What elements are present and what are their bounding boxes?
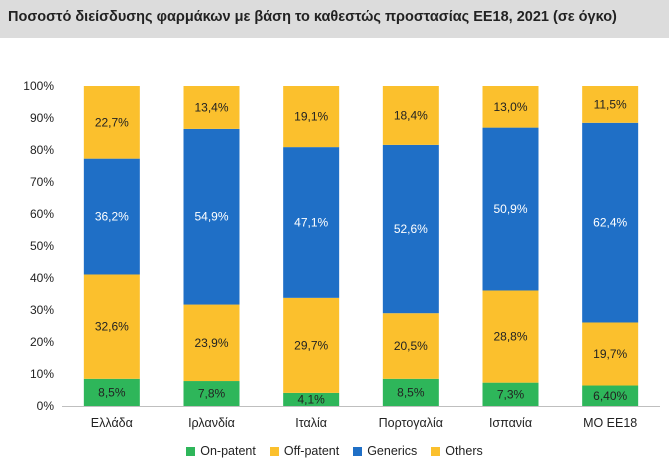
y-tick-label: 70% [30, 175, 54, 189]
data-label: 4,1% [297, 392, 325, 406]
data-label: 23,9% [194, 336, 228, 350]
data-label: 8,5% [397, 385, 425, 399]
legend-label-others: Others [445, 444, 483, 458]
bar-segment-off-patent [382, 313, 439, 379]
data-label: 20,5% [394, 339, 428, 353]
bar-segment-others [482, 86, 539, 128]
data-label: 19,7% [593, 347, 627, 361]
bar-segment-others [582, 86, 639, 123]
data-label: 54,9% [194, 210, 228, 224]
data-label: 28,8% [493, 330, 527, 344]
legend-label-generics: Generics [367, 444, 418, 458]
x-tick-label: Ιταλία [295, 416, 327, 430]
y-tick-label: 60% [30, 207, 54, 221]
bar-segment-generics [482, 127, 539, 291]
y-tick-label: 50% [30, 239, 54, 253]
stacked-bar-chart: 0% 10% 20% 30% 40% 50% 60% 70% 80% 90% 100% 8,5% 32,… [23, 79, 660, 430]
data-label: 6,40% [593, 389, 627, 403]
legend-item-on-patent: On-patent [186, 444, 256, 458]
legend-swatch-off-patent [269, 446, 279, 456]
legend-item-generics: Generics [353, 444, 417, 458]
bar-segment-on-patent [382, 378, 439, 406]
bar-segment-off-patent [582, 322, 639, 386]
bar-segment-others [382, 86, 439, 145]
data-label: 13,0% [493, 100, 527, 114]
data-label: 11,5% [594, 97, 627, 111]
y-tick-label: 30% [30, 303, 54, 317]
legend-item-others: Others [431, 444, 483, 458]
x-tick-label: Ισπανία [489, 416, 532, 430]
bar-segment-on-patent [83, 378, 140, 406]
data-label: 52,6% [394, 222, 428, 236]
bar-segment-off-patent [283, 297, 340, 393]
x-tick-label: Ιρλανδία [188, 416, 235, 430]
data-label: 36,2% [95, 210, 129, 224]
data-label: 29,7% [294, 338, 328, 352]
bar-segment-others [283, 86, 340, 148]
y-tick-label: 100% [23, 79, 54, 93]
data-label: 13,4% [194, 100, 228, 114]
data-label: 7,3% [497, 387, 525, 401]
y-tick-label: 40% [30, 271, 54, 285]
bar-segment-off-patent [183, 304, 240, 382]
data-label: 50,9% [493, 202, 527, 216]
x-tick-label: Ελλάδα [91, 416, 133, 430]
bar-segment-others [183, 86, 240, 129]
bar-segment-off-patent [83, 274, 140, 379]
y-tick-label: 10% [30, 367, 54, 381]
title-bar: Ποσοστό διείσδυσης φαρμάκων με βάση το κ… [0, 0, 669, 38]
data-label: 18,4% [394, 108, 428, 122]
bar-segment-on-patent [582, 385, 639, 406]
bar-segment-generics [382, 144, 439, 314]
y-tick-label: 0% [37, 399, 55, 413]
y-tick-label: 90% [30, 111, 54, 125]
chart-title: Ποσοστό διείσδυσης φαρμάκων με βάση το κ… [8, 9, 617, 25]
data-label: 7,8% [198, 387, 226, 401]
legend-label-on-patent: On-patent [200, 444, 256, 458]
data-label: 8,5% [98, 385, 126, 399]
bar-segment-generics [582, 122, 639, 323]
legend-swatch-on-patent [186, 446, 196, 456]
bar-segment-others [83, 86, 140, 159]
legend-swatch-others [431, 446, 441, 456]
legend-label-off-patent: Off-patent [283, 444, 340, 458]
data-label: 32,6% [95, 320, 129, 334]
chart-legend: On-patent Off-patent Generics Others [0, 440, 669, 462]
legend-swatch-generics [353, 446, 363, 456]
legend-item-off-patent: Off-patent [269, 444, 340, 458]
x-tick-label: Πορτογαλία [379, 416, 443, 430]
data-label: 47,1% [294, 215, 328, 229]
data-label: 62,4% [593, 216, 627, 230]
y-tick-label: 20% [30, 335, 54, 349]
x-tick-label: ΜΟ ΕΕ18 [583, 416, 637, 430]
bar-segment-on-patent [482, 382, 539, 406]
bar-segment-off-patent [482, 290, 539, 383]
bar-segment-on-patent [283, 392, 340, 406]
bar-segment-generics [283, 147, 340, 298]
bar-segment-generics [83, 158, 140, 275]
bar-segment-generics [183, 128, 240, 305]
data-label: 19,1% [294, 110, 328, 124]
data-label: 22,7% [95, 115, 129, 129]
y-tick-label: 80% [30, 143, 54, 157]
bar-segment-on-patent [183, 381, 240, 406]
